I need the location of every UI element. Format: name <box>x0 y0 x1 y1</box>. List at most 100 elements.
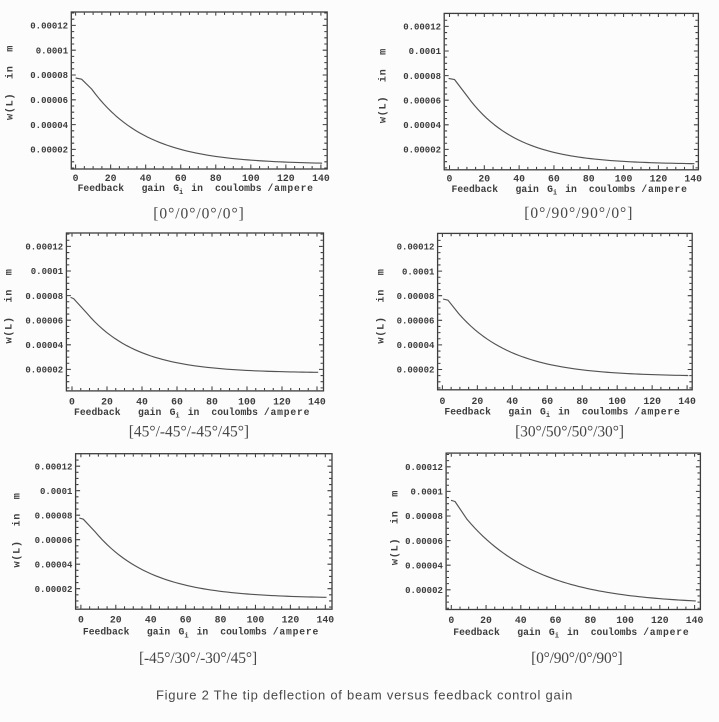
svg-text:80: 80 <box>576 396 588 407</box>
svg-text:0.00006: 0.00006 <box>35 536 73 546</box>
svg-text:0.00012: 0.00012 <box>403 23 441 33</box>
svg-text:60: 60 <box>541 396 553 407</box>
svg-text:0.00006: 0.00006 <box>30 96 68 106</box>
svg-text:0.00012: 0.00012 <box>30 22 68 32</box>
svg-text:60: 60 <box>175 173 187 184</box>
svg-text:0.00002: 0.00002 <box>25 366 63 376</box>
svg-text:0: 0 <box>439 396 445 407</box>
svg-text:40: 40 <box>145 615 157 626</box>
svg-text:w(L) in m: w(L) in m <box>3 268 15 343</box>
svg-text:20: 20 <box>471 396 483 407</box>
svg-text:0.00004: 0.00004 <box>30 121 68 131</box>
svg-text:0: 0 <box>73 173 79 184</box>
svg-text:w(L) in m: w(L) in m <box>4 45 16 120</box>
svg-text:40: 40 <box>136 397 148 408</box>
svg-text:0.00002: 0.00002 <box>35 585 73 595</box>
svg-text:20: 20 <box>105 173 117 184</box>
svg-text:0.00008: 0.00008 <box>30 71 68 81</box>
svg-text:40: 40 <box>506 396 518 407</box>
svg-text:Figure 2 The tip deflection of: Figure 2 The tip deflection of beam vers… <box>156 688 573 703</box>
svg-text:120: 120 <box>650 174 668 185</box>
svg-text:0.00012: 0.00012 <box>25 243 63 253</box>
svg-text:0: 0 <box>448 615 454 626</box>
svg-text:0.00006: 0.00006 <box>397 317 435 327</box>
svg-text:120: 120 <box>651 615 669 626</box>
svg-text:80: 80 <box>584 615 596 626</box>
svg-text:20: 20 <box>110 615 122 626</box>
svg-text:0.0001: 0.0001 <box>410 488 443 498</box>
svg-text:0.00004: 0.00004 <box>25 341 63 351</box>
svg-text:140: 140 <box>678 396 696 407</box>
svg-text:0.0001: 0.0001 <box>409 47 442 57</box>
svg-text:20: 20 <box>480 615 492 626</box>
svg-text:80: 80 <box>215 615 227 626</box>
svg-text:0.00002: 0.00002 <box>30 146 68 156</box>
svg-text:140: 140 <box>316 615 334 626</box>
svg-text:0.0001: 0.0001 <box>40 487 73 497</box>
svg-text:0.0001: 0.0001 <box>36 46 69 56</box>
svg-text:0.00004: 0.00004 <box>405 561 443 571</box>
svg-text:[0°/90°/90°/0°]: [0°/90°/90°/0°] <box>524 205 633 222</box>
svg-text:0.00008: 0.00008 <box>403 72 441 82</box>
svg-text:0.0001: 0.0001 <box>402 267 435 277</box>
svg-text:0.00004: 0.00004 <box>35 560 73 570</box>
svg-text:100: 100 <box>615 174 633 185</box>
svg-text:0.00012: 0.00012 <box>35 462 73 472</box>
svg-text:0.00012: 0.00012 <box>405 463 443 473</box>
svg-text:60: 60 <box>548 174 560 185</box>
svg-text:[30°/50°/50°/30°]: [30°/50°/50°/30°] <box>515 424 624 441</box>
svg-text:100: 100 <box>247 615 265 626</box>
svg-text:140: 140 <box>686 615 704 626</box>
svg-text:0.00002: 0.00002 <box>403 146 441 156</box>
svg-text:0.00008: 0.00008 <box>35 511 73 521</box>
svg-text:60: 60 <box>550 615 562 626</box>
svg-text:120: 120 <box>273 397 291 408</box>
svg-text:40: 40 <box>515 615 527 626</box>
svg-text:0.00008: 0.00008 <box>397 292 435 302</box>
svg-text:0: 0 <box>447 174 453 185</box>
svg-text:[0°/90°/0°/90°]: [0°/90°/0°/90°] <box>531 650 622 667</box>
svg-text:0: 0 <box>69 397 75 408</box>
svg-text:w(L) in m: w(L) in m <box>375 268 387 343</box>
svg-text:100: 100 <box>616 615 634 626</box>
svg-text:80: 80 <box>583 174 595 185</box>
svg-text:[-45°/30°/-30°/45°]: [-45°/30°/-30°/45°] <box>139 650 257 667</box>
svg-text:100: 100 <box>608 396 626 407</box>
svg-text:[45°/-45°/-45°/45°]: [45°/-45°/-45°/45°] <box>129 424 249 441</box>
svg-text:120: 120 <box>643 396 661 407</box>
svg-text:20: 20 <box>101 397 113 408</box>
svg-text:0.00012: 0.00012 <box>397 243 435 253</box>
svg-text:0.00006: 0.00006 <box>403 96 441 106</box>
svg-text:0.00006: 0.00006 <box>405 537 443 547</box>
svg-text:0.00004: 0.00004 <box>397 341 435 351</box>
svg-text:140: 140 <box>312 173 330 184</box>
svg-text:80: 80 <box>206 397 218 408</box>
svg-text:[0°/0°/0°/0°]: [0°/0°/0°/0°] <box>153 206 245 223</box>
svg-text:0.00006: 0.00006 <box>25 316 63 326</box>
svg-text:0.00002: 0.00002 <box>397 366 435 376</box>
svg-text:140: 140 <box>308 397 326 408</box>
svg-text:100: 100 <box>238 397 256 408</box>
svg-text:40: 40 <box>513 174 525 185</box>
svg-text:120: 120 <box>277 173 295 184</box>
svg-text:0.0001: 0.0001 <box>31 267 64 277</box>
svg-text:0.00008: 0.00008 <box>25 292 63 302</box>
svg-text:w(L) in m: w(L) in m <box>377 48 389 123</box>
svg-text:120: 120 <box>282 615 300 626</box>
svg-text:0: 0 <box>78 615 84 626</box>
svg-text:60: 60 <box>180 615 192 626</box>
svg-text:0.00008: 0.00008 <box>405 512 443 522</box>
svg-text:60: 60 <box>171 397 183 408</box>
svg-text:40: 40 <box>140 173 152 184</box>
svg-text:w(L) in m: w(L) in m <box>389 490 401 565</box>
svg-text:140: 140 <box>684 174 702 185</box>
svg-text:w(L) in m: w(L) in m <box>11 492 23 567</box>
svg-text:0.00004: 0.00004 <box>403 121 441 131</box>
svg-text:100: 100 <box>242 173 260 184</box>
